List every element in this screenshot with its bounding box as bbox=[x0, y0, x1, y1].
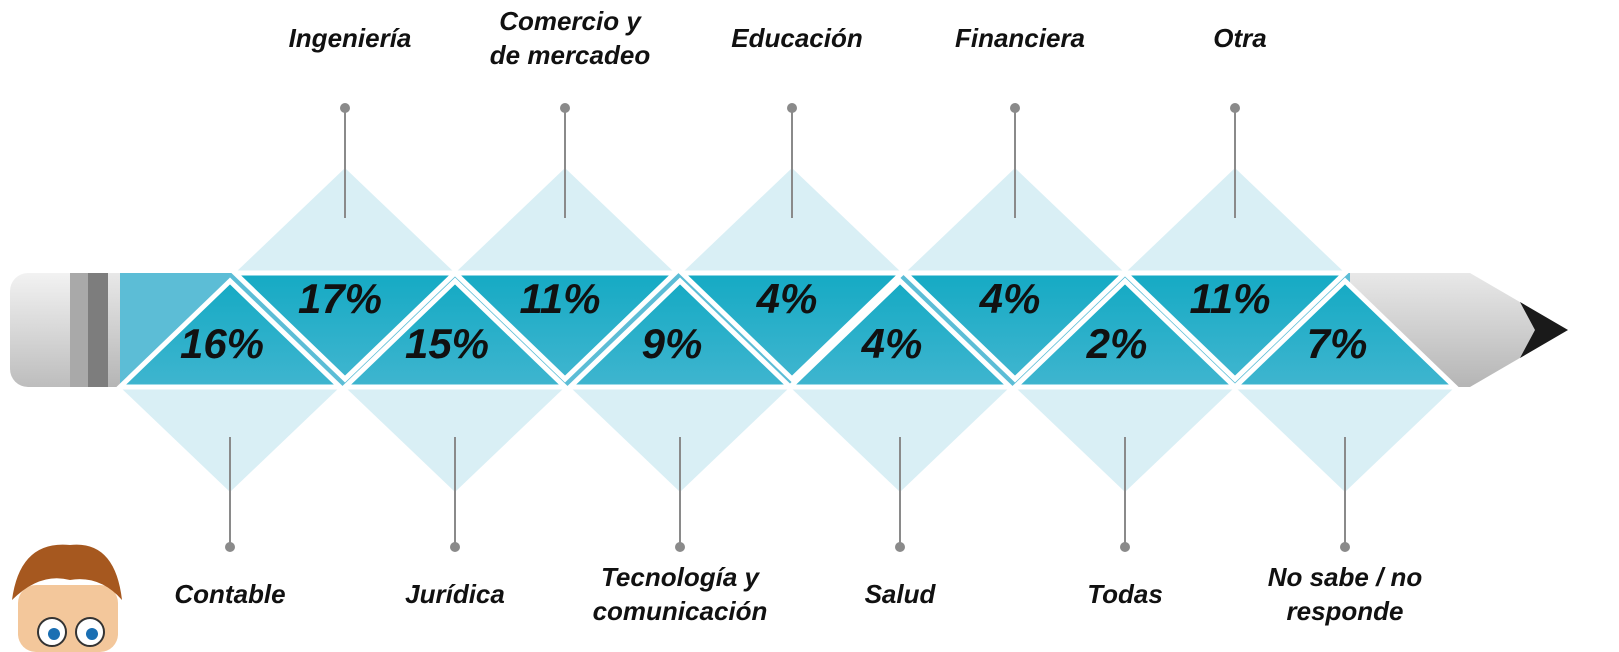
category-label: Comercio y bbox=[499, 6, 642, 36]
dark-triangle bbox=[563, 277, 797, 390]
dark-triangle bbox=[898, 270, 1132, 383]
dark-triangle bbox=[1008, 277, 1242, 390]
percent-label: 15% bbox=[405, 320, 489, 367]
percent-label: 11% bbox=[1190, 275, 1271, 322]
connector-dot bbox=[225, 542, 235, 552]
category-label: Contable bbox=[174, 579, 285, 609]
category-label: comunicación bbox=[593, 596, 768, 626]
percent-label: 2% bbox=[1086, 320, 1148, 367]
connector-dot bbox=[787, 103, 797, 113]
connector-dot bbox=[675, 542, 685, 552]
category-label: No sabe / no bbox=[1268, 562, 1423, 592]
dark-triangle bbox=[448, 270, 682, 383]
connector-dot bbox=[560, 103, 570, 113]
connector-dot bbox=[1230, 103, 1240, 113]
dark-triangle bbox=[113, 277, 347, 390]
category-label: de mercadeo bbox=[490, 40, 651, 70]
percent-label: 4% bbox=[756, 275, 818, 322]
dark-triangle bbox=[1118, 270, 1352, 383]
percent-label: 7% bbox=[1307, 320, 1368, 367]
dark-triangle bbox=[783, 277, 1017, 390]
lead bbox=[1520, 302, 1568, 358]
light-triangle bbox=[235, 168, 455, 273]
percent-label: 4% bbox=[861, 320, 923, 367]
percent-label: 17% bbox=[298, 275, 382, 322]
percent-label: 11% bbox=[520, 275, 601, 322]
light-triangle bbox=[455, 168, 675, 273]
light-triangle bbox=[905, 168, 1125, 273]
dark-triangle bbox=[338, 277, 572, 390]
percent-label: 16% bbox=[180, 320, 264, 367]
category-label: responde bbox=[1286, 596, 1403, 626]
character bbox=[12, 544, 122, 652]
light-triangle bbox=[682, 168, 902, 273]
dark-triangle bbox=[1228, 277, 1462, 390]
connector-dot bbox=[1340, 542, 1350, 552]
category-label: Tecnología y bbox=[601, 562, 760, 592]
category-label: Todas bbox=[1087, 579, 1163, 609]
connector-dot bbox=[450, 542, 460, 552]
category-label: Ingeniería bbox=[289, 23, 412, 53]
light-triangle bbox=[1125, 168, 1345, 273]
dark-triangle bbox=[228, 270, 462, 383]
connector-dot bbox=[895, 542, 905, 552]
connector-dot bbox=[1010, 103, 1020, 113]
ferrule-band bbox=[88, 273, 108, 387]
percent-label: 4% bbox=[979, 275, 1041, 322]
category-label: Financiera bbox=[955, 23, 1085, 53]
connector-dot bbox=[340, 103, 350, 113]
category-label: Otra bbox=[1213, 23, 1266, 53]
dark-triangle bbox=[675, 270, 909, 383]
category-label: Jurídica bbox=[405, 579, 505, 609]
connector-dot bbox=[1120, 542, 1130, 552]
category-label: Salud bbox=[865, 579, 937, 609]
category-label: Educación bbox=[731, 23, 862, 53]
percent-label: 9% bbox=[642, 320, 703, 367]
